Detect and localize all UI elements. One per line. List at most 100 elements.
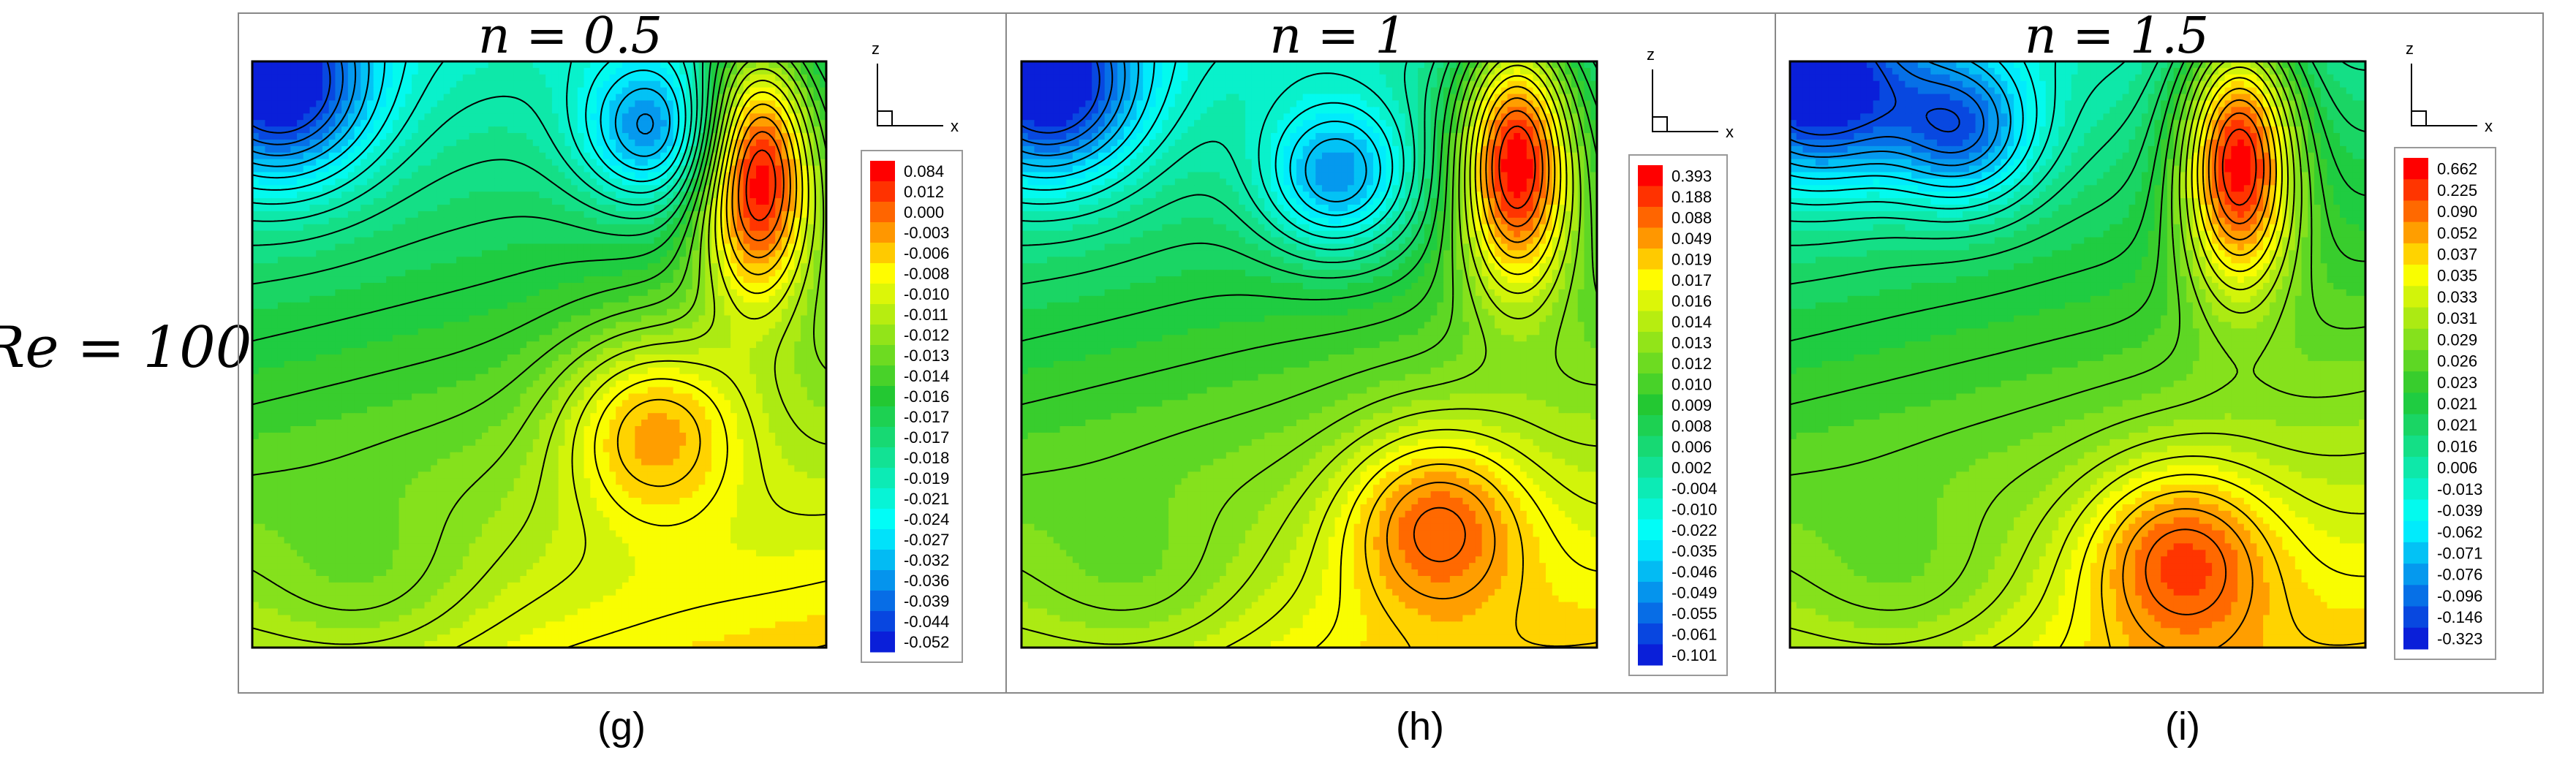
triad-box — [1653, 117, 1667, 132]
legend-swatch — [1638, 165, 1663, 186]
legend-label: 0.006 — [2437, 459, 2477, 477]
triad-z-label: z — [2406, 39, 2414, 58]
legend-swatch — [2403, 414, 2428, 436]
contour-plot — [252, 61, 827, 648]
legend-swatch — [1638, 186, 1663, 208]
legend-label: 0.013 — [1672, 333, 1712, 352]
legend-label: -0.011 — [904, 306, 948, 324]
legend-label: -0.017 — [904, 408, 949, 426]
legend-label: 0.021 — [2437, 416, 2477, 434]
legend-swatch — [870, 406, 895, 428]
legend-label: -0.024 — [904, 510, 949, 528]
legend-swatch — [870, 202, 895, 223]
axes-triad: zx — [2406, 39, 2493, 135]
legend-swatch — [2403, 200, 2428, 222]
legend-swatch — [2403, 350, 2428, 372]
legend-swatch — [870, 529, 895, 550]
legend-label: 0.010 — [1672, 375, 1712, 393]
legend-swatch — [870, 509, 895, 530]
legend-swatch — [870, 345, 895, 366]
legend-label: -0.071 — [2437, 545, 2482, 563]
legend-label: -0.061 — [1672, 625, 1717, 643]
legend-swatch — [870, 284, 895, 305]
triad-box — [877, 111, 892, 126]
legend-label: -0.006 — [904, 244, 949, 262]
legend-label: 0.049 — [1672, 230, 1712, 248]
triad-box — [2411, 111, 2426, 126]
legend-label: -0.049 — [1672, 583, 1717, 602]
panel-h: n = 1 0.3930.1880.0880.0490.0190.0170.01… — [1021, 7, 1734, 748]
legend-swatch — [870, 611, 895, 632]
panel-title: n = 0.5 — [478, 7, 662, 65]
legend-label: 0.037 — [2437, 245, 2477, 263]
legend-label: -0.055 — [1672, 604, 1717, 623]
legend-swatch — [2403, 607, 2428, 629]
legend-swatch — [870, 591, 895, 612]
legend-swatch — [1638, 395, 1663, 416]
legend-label: -0.146 — [2437, 608, 2482, 626]
axes-triad: zx — [1647, 45, 1734, 141]
legend-swatch — [1638, 311, 1663, 333]
panel-i: n = 1.5 0.6620.2250.0900.0520.0370.0350.… — [1790, 7, 2496, 748]
legend-swatch — [2403, 628, 2428, 650]
legend-swatch — [870, 447, 895, 469]
legend-swatch — [2403, 393, 2428, 414]
legend-swatch — [870, 243, 895, 264]
legend-label: -0.044 — [904, 613, 949, 631]
legend-label: -0.323 — [2437, 629, 2482, 648]
legend-swatch — [2403, 243, 2428, 265]
legend-label: -0.052 — [904, 633, 949, 651]
legend-label: -0.013 — [2437, 480, 2482, 498]
legend-swatch — [1638, 645, 1663, 666]
legend-label: -0.046 — [1672, 563, 1717, 581]
legend-label: 0.023 — [2437, 373, 2477, 392]
legend-label: 0.009 — [1672, 396, 1712, 414]
legend-swatch — [1638, 373, 1663, 395]
legend-label: -0.018 — [904, 449, 949, 467]
legend-swatch — [2403, 158, 2428, 180]
panel-caption: (i) — [2165, 705, 2200, 748]
legend-label: 0.029 — [2437, 330, 2477, 349]
legend-swatch — [870, 325, 895, 346]
legend-swatch — [870, 427, 895, 448]
legend-swatch — [1638, 623, 1663, 645]
legend-label: -0.008 — [904, 265, 949, 283]
legend-label: -0.036 — [904, 572, 949, 590]
legend-label: -0.010 — [1672, 500, 1717, 518]
legend-label: -0.013 — [904, 346, 949, 365]
legend-swatch — [2403, 499, 2428, 521]
legend-label: -0.016 — [904, 387, 949, 406]
legend-label: -0.039 — [2437, 501, 2482, 520]
legend-swatch — [870, 488, 895, 509]
legend-label: -0.027 — [904, 531, 949, 549]
contour-plot — [1790, 61, 2366, 648]
legend-swatch — [2403, 329, 2428, 351]
legend-swatch — [1638, 582, 1663, 603]
colorbar-legend: 0.6620.2250.0900.0520.0370.0350.0330.031… — [2395, 148, 2496, 659]
legend-swatch — [870, 222, 895, 243]
legend-label: 0.016 — [1672, 292, 1712, 310]
legend-swatch — [2403, 457, 2428, 479]
legend-label: -0.019 — [904, 469, 949, 488]
axes-triad: zx — [872, 39, 959, 135]
legend-swatch — [870, 161, 895, 182]
legend-label: 0.026 — [2437, 352, 2477, 371]
legend-swatch — [1638, 561, 1663, 583]
panel-g: n = 0.5 0.0840.0120.000-0.003-0.006-0.00… — [252, 7, 962, 748]
legend-label: 0.016 — [2437, 437, 2477, 455]
legend-swatch — [2403, 478, 2428, 500]
legend-swatch — [870, 632, 895, 653]
panel-caption: (g) — [597, 705, 646, 748]
legend-label: 0.017 — [1672, 271, 1712, 289]
legend-label: -0.039 — [904, 592, 949, 610]
legend-swatch — [2403, 542, 2428, 564]
legend-label: -0.012 — [904, 326, 949, 344]
colorbar-legend: 0.3930.1880.0880.0490.0190.0170.0160.014… — [1629, 155, 1727, 675]
legend-swatch — [870, 468, 895, 489]
legend-label: 0.052 — [2437, 224, 2477, 242]
legend-swatch — [2403, 222, 2428, 244]
legend-label: 0.225 — [2437, 181, 2477, 200]
legend-swatch — [870, 263, 895, 284]
legend-swatch — [1638, 520, 1663, 541]
